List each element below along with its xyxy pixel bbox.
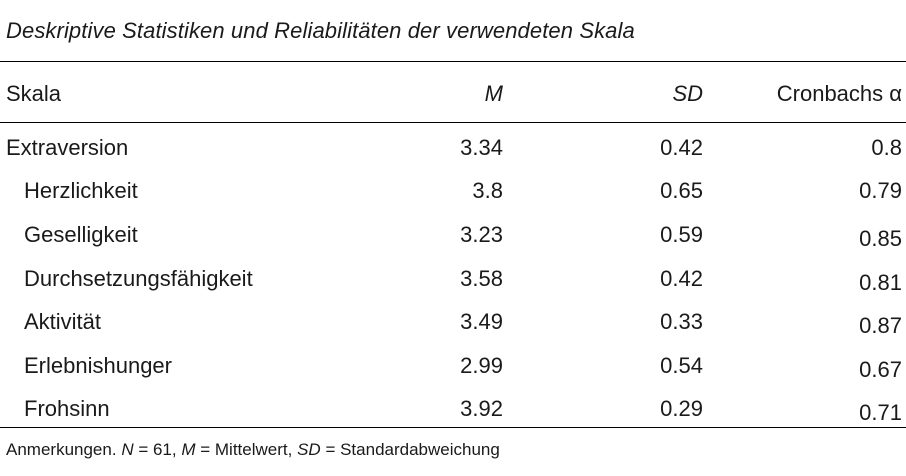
row-sd: 0.33 <box>660 309 703 334</box>
row-mean: 3.23 <box>460 222 503 247</box>
header-scale: Skala <box>6 81 62 106</box>
row-mean: 3.92 <box>460 396 503 421</box>
row-scale-name: Durchsetzungsfähigkeit <box>24 266 253 291</box>
note-sd-label: SD <box>297 440 321 459</box>
header-mean: M <box>484 81 503 106</box>
table-row: Geselligkeit 3.23 0.59 0.85 <box>0 220 906 251</box>
table-row: Erlebnishunger 2.99 0.54 0.67 <box>0 351 906 382</box>
row-sd: 0.29 <box>660 396 703 421</box>
note-m-text: = Mittelwert, <box>195 440 293 459</box>
table-row: Aktivität 3.49 0.33 0.87 <box>0 307 906 338</box>
row-alpha: 0.67 <box>859 357 902 382</box>
table-row: Durchsetzungsfähigkeit 3.58 0.42 0.81 <box>0 264 906 295</box>
row-mean: 3.49 <box>460 309 503 334</box>
note-prefix: Anmerkungen. <box>6 440 117 459</box>
row-sd: 0.42 <box>660 135 703 160</box>
table-row: Frohsinn 3.92 0.29 0.71 <box>0 394 906 425</box>
table-top-rule <box>0 61 906 62</box>
header-cronbachs-alpha: Cronbachs α <box>776 81 902 106</box>
row-alpha: 0.8 <box>871 135 902 160</box>
table-note: Anmerkungen. N = 61, M = Mittelwert, SD … <box>6 439 500 461</box>
row-scale-name: Herzlichkeit <box>24 178 138 203</box>
row-scale-name: Extraversion <box>6 135 129 160</box>
note-n-label: N <box>121 440 134 459</box>
table-header-row: Skala M SD Cronbachs α <box>0 79 906 109</box>
row-mean: 3.8 <box>472 178 503 203</box>
row-scale-name: Erlebnishunger <box>24 353 172 378</box>
row-mean: 3.34 <box>460 135 503 160</box>
note-n-text: = 61, <box>133 440 177 459</box>
table-row: Extraversion 3.34 0.42 0.8 <box>0 133 906 163</box>
table-row: Herzlichkeit 3.8 0.65 0.79 <box>0 176 906 206</box>
table-header-rule <box>0 122 906 123</box>
row-alpha: 0.85 <box>859 226 902 251</box>
row-scale-name: Aktivität <box>24 309 102 334</box>
row-scale-name: Frohsinn <box>24 396 110 421</box>
row-mean: 3.58 <box>460 266 503 291</box>
row-sd: 0.42 <box>660 266 703 291</box>
row-scale-name: Geselligkeit <box>24 222 138 247</box>
row-mean: 2.99 <box>460 353 503 378</box>
row-sd: 0.54 <box>660 353 703 378</box>
table-caption: Deskriptive Statistiken und Reliabilität… <box>6 18 635 43</box>
row-alpha: 0.71 <box>859 400 902 425</box>
row-sd: 0.59 <box>660 222 703 247</box>
note-m-label: M <box>181 440 196 459</box>
note-sd-text: = Standardabweichung <box>320 440 500 459</box>
row-alpha: 0.81 <box>859 270 902 295</box>
row-sd: 0.65 <box>660 178 703 203</box>
header-sd: SD <box>672 81 703 106</box>
row-alpha: 0.87 <box>859 313 902 338</box>
row-alpha: 0.79 <box>859 178 902 203</box>
table-bottom-rule <box>0 427 906 428</box>
